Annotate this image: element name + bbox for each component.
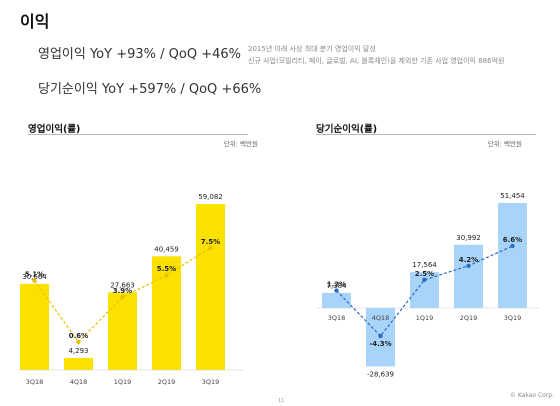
net-x-tick-4Q18: 4Q18: [372, 314, 390, 322]
net-chart-divider: [316, 134, 536, 135]
op-bar-4Q18: [64, 357, 93, 370]
op-chart-divider: [28, 134, 248, 135]
op-margin-point-2Q19: [164, 273, 169, 278]
net-margin-label-3Q18: 1.2%: [327, 281, 346, 289]
op-x-tick-3Q19: 3Q19: [202, 378, 220, 386]
op-chart-unit: 단위: 백만원: [223, 140, 258, 148]
headline-operating-profit: 영업이익 YoY +93% / QoQ +46%: [38, 47, 241, 62]
op-chart-title: 영업이익(률): [28, 124, 81, 135]
op-x-tick-4Q18: 4Q18: [70, 378, 88, 386]
headline-net-income: 당기순이익 YoY +597% / QoQ +66%: [38, 82, 262, 97]
net-x-tick-2Q19: 2Q19: [460, 314, 478, 322]
net-x-tick-3Q18: 3Q18: [328, 314, 346, 322]
net-margin-point-3Q18: [334, 288, 339, 293]
op-bar-3Q19: [196, 204, 225, 370]
op-margin-point-3Q18: [32, 278, 37, 283]
op-margin-point-4Q18: [76, 339, 81, 345]
net-value-label-3Q18: 7,384: [326, 282, 347, 290]
note-line-2: 신규 사업(모빌리티, 페이, 글로벌, AI, 블록체인)을 제외한 기존 사…: [248, 57, 505, 65]
op-x-tick-2Q19: 2Q19: [158, 378, 176, 386]
net-margin-label-2Q19: 4.2%: [459, 256, 478, 264]
net-margin-line: [336, 245, 513, 337]
net-x-tick-1Q19: 1Q19: [416, 314, 434, 322]
op-margin-label-1Q19: 3.9%: [113, 287, 132, 295]
page-number: 11: [278, 398, 285, 404]
op-value-label-1Q19: 27,663: [110, 281, 135, 289]
net-chart-unit: 단위: 백만원: [487, 140, 522, 148]
op-x-tick-1Q19: 1Q19: [114, 378, 132, 386]
op-bar-1Q19: [108, 292, 137, 370]
net-margin-point-4Q18: [378, 333, 383, 339]
op-value-label-3Q19: 59,082: [198, 193, 223, 201]
footer-brand: © Kakao Corp.: [509, 392, 554, 399]
net-value-label-4Q18: -28,639: [367, 370, 394, 378]
op-margin-label-3Q19: 7.5%: [201, 238, 220, 246]
op-margin-label-3Q18: 5.1%: [25, 271, 44, 279]
net-value-label-1Q19: 17,564: [412, 261, 437, 269]
op-margin-label-2Q19: 5.5%: [157, 265, 176, 273]
op-margin-line: [34, 247, 211, 343]
op-bar-3Q18: [20, 283, 49, 370]
net-value-label-3Q19: 51,454: [500, 192, 525, 200]
net-bar-2Q19: [454, 244, 483, 308]
op-value-label-2Q19: 40,459: [154, 245, 179, 253]
op-margin-point-3Q19: [208, 245, 213, 251]
op-x-tick-3Q18: 3Q18: [26, 378, 44, 386]
page-title: 이익: [20, 12, 50, 31]
net-margin-point-3Q19: [510, 243, 515, 249]
net-chart-title: 당기순이익(률): [316, 124, 378, 135]
net-bar-3Q18: [322, 292, 351, 308]
net-margin-label-3Q19: 6.6%: [503, 236, 522, 244]
note-line-1: 2015년 이래 사상 최대 분기 영업이익 달성: [248, 45, 376, 53]
op-margin-point-1Q19: [120, 294, 125, 300]
net-margin-point-2Q19: [466, 263, 471, 269]
net-x-tick-3Q19: 3Q19: [504, 314, 522, 322]
net-bar-3Q19: [498, 203, 527, 308]
net-margin-label-4Q18: -4.3%: [369, 340, 391, 348]
op-margin-label-4Q18: 0.6%: [69, 332, 88, 340]
net-margin-label-1Q19: 2.5%: [415, 270, 434, 278]
op-value-label-4Q18: 4,293: [68, 347, 88, 355]
net-margin-point-1Q19: [422, 277, 427, 283]
op-value-label-3Q18: 30,664: [22, 273, 47, 281]
net-value-label-2Q19: 30,992: [456, 234, 481, 242]
